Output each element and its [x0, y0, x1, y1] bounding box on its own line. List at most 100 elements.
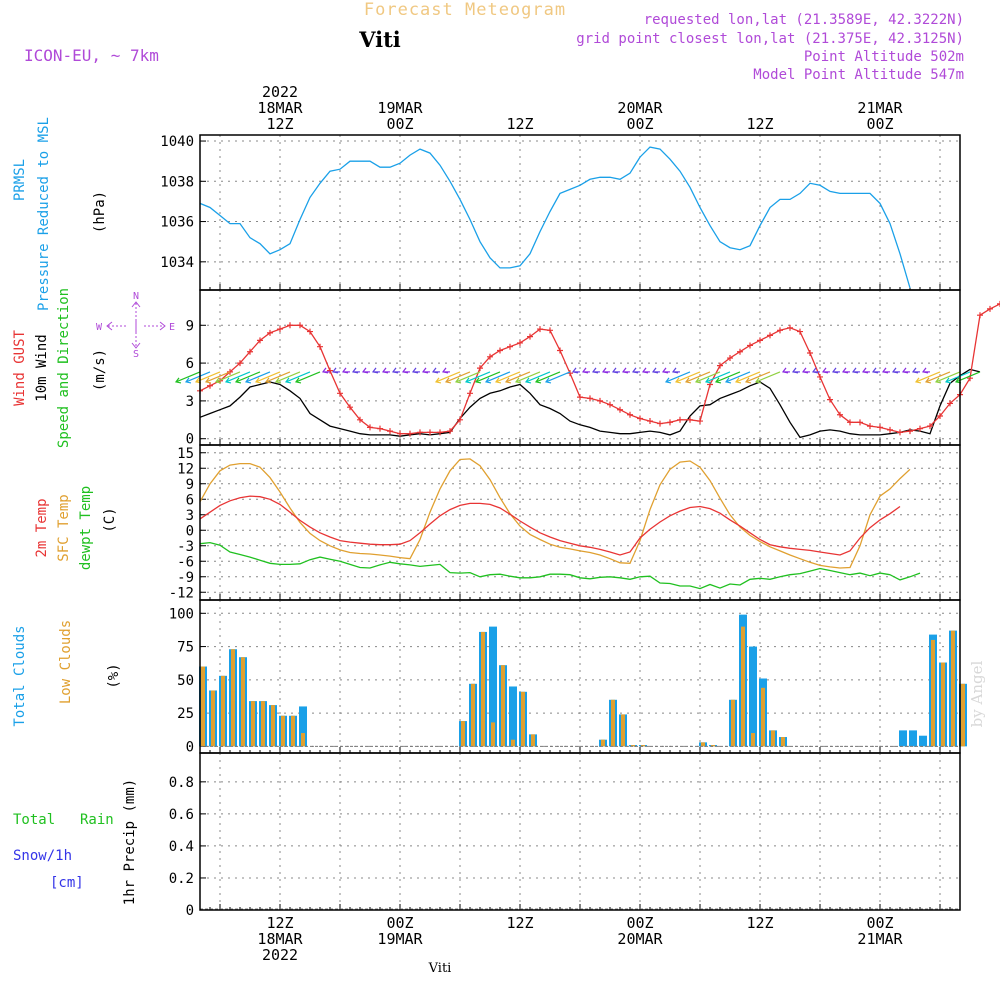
low-cloud-bar — [781, 737, 785, 747]
wind-arrow-head — [224, 377, 232, 384]
wind-arrow — [185, 371, 211, 383]
wind-arrow-head — [524, 377, 532, 384]
wind-arrow — [505, 371, 531, 383]
low-cloud-bar — [631, 745, 635, 747]
top-time-label: 18MAR — [257, 99, 303, 117]
gust-marker — [477, 365, 483, 372]
compass-w: W — [96, 322, 103, 333]
total-cloud-bar — [509, 686, 517, 747]
gust-marker — [457, 416, 463, 423]
y-tick-label: 9 — [186, 477, 194, 493]
temp-unit: (C) — [102, 507, 118, 532]
gust-marker — [927, 423, 933, 430]
wind-arrow-head — [921, 367, 929, 374]
gust-marker — [767, 332, 773, 339]
low-cloud-bar — [611, 699, 615, 747]
low-cloud-bar — [531, 734, 535, 747]
total-cloud-bar — [299, 706, 307, 747]
wind-arrow-head — [881, 367, 889, 374]
wind-arrow-head — [464, 377, 472, 384]
wind-compass: N S W E — [96, 291, 175, 360]
gust-marker — [717, 362, 723, 369]
wind-arrow — [715, 371, 741, 383]
model-label: ICON-EU, ~ 7km — [24, 46, 159, 65]
gust-marker — [397, 430, 403, 437]
wind-arrow-head — [534, 377, 542, 384]
gust-marker — [417, 429, 423, 436]
bottom-time-label: 12Z — [746, 914, 773, 932]
gust-marker — [427, 429, 433, 436]
gust-marker — [747, 342, 753, 349]
wind-arrow-head — [664, 377, 672, 384]
pressure-sublabel: Pressure Reduced to MSL — [36, 117, 52, 311]
gust-marker — [307, 328, 313, 335]
wind-arrow-head — [821, 367, 829, 374]
clouds-panel: 0 25 50 75 100 — [169, 599, 967, 755]
gust-marker — [277, 326, 283, 333]
wind-arrow — [925, 371, 951, 383]
precip-unit: 1hr Precip (mm) — [122, 779, 138, 905]
wind-arrow-head — [744, 377, 752, 384]
wind-arrow — [245, 371, 271, 383]
wind-arrow — [685, 371, 711, 383]
gust-marker — [847, 419, 853, 426]
y-tick-label: 0.6 — [169, 807, 194, 823]
bottom-time-label: 00Z — [626, 914, 653, 932]
wind-arrow-head — [371, 367, 379, 374]
y-tick-label: 1034 — [160, 255, 194, 271]
gust-marker — [597, 397, 603, 404]
wind-arrow — [435, 371, 461, 383]
bottom-time-label: 19MAR — [377, 930, 423, 948]
wind-arrow — [915, 371, 941, 383]
wind-arrow — [225, 371, 251, 383]
wind-arrow-head — [791, 367, 799, 374]
y-tick-label: 9 — [186, 318, 194, 334]
gust-marker — [367, 424, 373, 431]
y-tick-label: 0.4 — [169, 839, 194, 855]
gust-marker — [937, 413, 943, 420]
y-tick-label: 0 — [186, 523, 194, 539]
top-time-label: 20MAR — [617, 99, 663, 117]
meteogram-title: Forecast Meteogram — [364, 0, 566, 20]
wind-arrow-head — [754, 377, 762, 384]
wind-arrow — [455, 371, 481, 383]
top-time-label: 00Z — [386, 115, 413, 133]
total-cloud-bar — [909, 730, 917, 747]
wind-arrow-head — [684, 377, 692, 384]
gust-line — [199, 303, 1000, 435]
low-cloud-bar — [771, 730, 775, 747]
wind-arrow-head — [861, 367, 869, 374]
low-cloud-bar — [511, 739, 515, 747]
gust-marker — [287, 322, 293, 329]
wind-arrow — [175, 371, 201, 383]
wind-arrow — [265, 371, 291, 383]
wind-arrow-head — [504, 377, 512, 384]
sfc-temp-line — [199, 458, 911, 569]
gust-marker — [437, 429, 443, 436]
gust-marker — [877, 424, 883, 431]
y-tick-label: -6 — [177, 554, 194, 570]
wind-arrow-head — [214, 377, 222, 384]
total-cloud-bar — [749, 646, 757, 747]
low-cloud-bar — [641, 745, 645, 747]
gust-marker — [627, 411, 633, 418]
wind-arrow-head — [434, 377, 442, 384]
wind-arrow-head — [621, 367, 629, 374]
wind-arrow-head — [381, 367, 389, 374]
t2m-label: 2m Temp — [34, 498, 50, 557]
gust-marker — [507, 343, 513, 350]
gust-marker — [207, 382, 213, 389]
gust-marker — [797, 328, 803, 335]
gust-marker — [987, 305, 993, 312]
wind-arrow-head — [891, 367, 899, 374]
gust-marker — [917, 425, 923, 432]
gust-marker — [887, 426, 893, 433]
compass-e: E — [169, 322, 175, 333]
wind-arrow-head — [601, 367, 609, 374]
wind-arrow — [545, 371, 571, 383]
bottom-time-label: 21MAR — [857, 930, 903, 948]
wind-arrow-head — [341, 367, 349, 374]
model-altitude: Model Point Altitude 547m — [753, 67, 964, 83]
precip-cm-label: [cm] — [50, 875, 84, 891]
pressure-unit: (hPa) — [92, 191, 108, 233]
